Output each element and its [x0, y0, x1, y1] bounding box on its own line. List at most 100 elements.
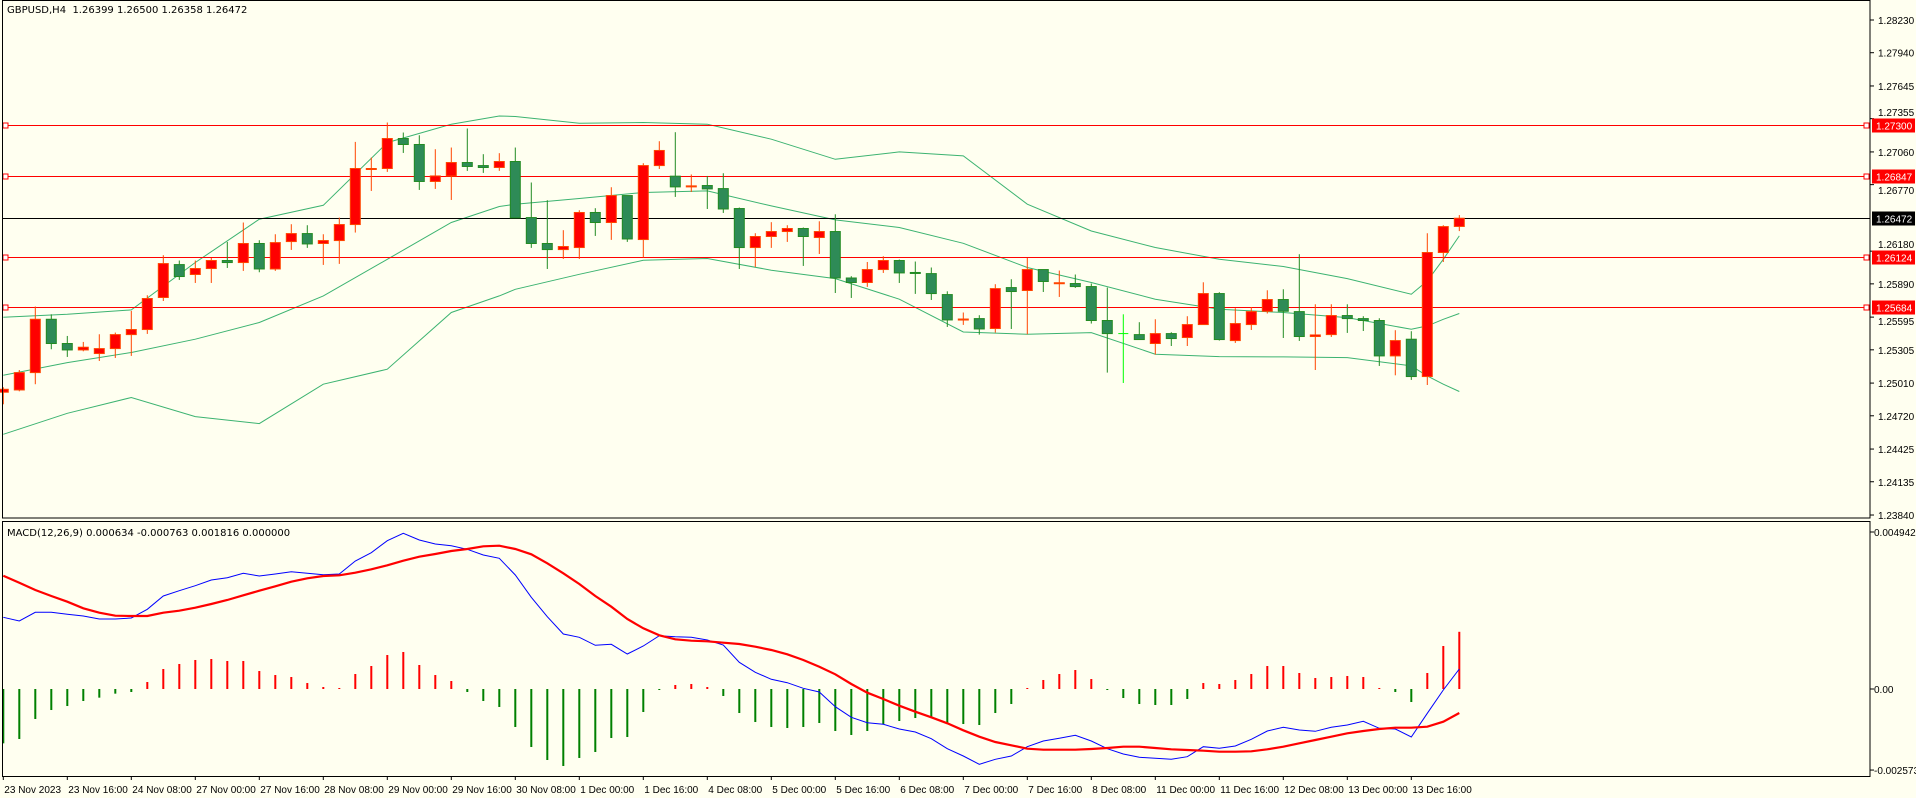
time-tick-label: 5 Dec 00:00: [772, 785, 826, 796]
macd-histogram-bar: [1362, 676, 1365, 689]
candle-body: [381, 138, 393, 170]
candle: [253, 240, 265, 273]
candle-body: [653, 149, 665, 167]
time-tick-label: 7 Dec 16:00: [1028, 785, 1082, 796]
candle: [205, 257, 217, 283]
macd-histogram-bar: [882, 689, 885, 724]
macd-histogram-bar: [546, 689, 549, 761]
candle: [1389, 330, 1401, 376]
macd-histogram-bar: [1314, 678, 1317, 689]
time-tick-label: 30 Nov 08:00: [516, 785, 576, 796]
level-anchor-left: [2, 254, 9, 261]
candle-body: [301, 233, 313, 245]
candle-body: [1165, 333, 1177, 340]
macd-histogram-bar: [114, 689, 117, 694]
candle-body: [957, 318, 969, 321]
chart-title: GBPUSD,H4 1.26399 1.26500 1.26358 1.2647…: [7, 5, 247, 16]
macd-histogram-bar: [674, 684, 677, 689]
candle: [1213, 292, 1225, 341]
candle: [797, 227, 809, 266]
macd-histogram-bar: [1122, 689, 1125, 699]
axes: 1.28230 1.27940 1.27645 1.27355 1.27060 1.267…: [2, 16, 1916, 796]
level-anchor-right: [1863, 122, 1870, 129]
candle: [909, 261, 921, 294]
macd-histogram-bar: [738, 689, 741, 714]
macd-histogram-bar: [162, 668, 165, 689]
candle: [397, 132, 409, 153]
level-anchor-right: [1863, 254, 1870, 261]
candle-body: [685, 185, 697, 188]
time-tick-label: 28 Nov 08:00: [324, 785, 384, 796]
candle: [541, 200, 553, 269]
macd-histogram-bar: [850, 689, 853, 735]
macd-histogram-bar: [978, 689, 981, 726]
candle: [669, 132, 681, 197]
macd-histogram-bar: [1458, 631, 1461, 689]
candle-body: [877, 260, 889, 271]
macd-histogram-bar: [1426, 672, 1429, 689]
macd-histogram-bar: [418, 664, 421, 689]
macd-histogram-bar: [786, 689, 789, 728]
candle: [77, 341, 89, 352]
macd-histogram-bar: [722, 689, 725, 696]
price-tick-label: 1.23840: [1878, 511, 1915, 522]
macd-histogram-bar: [1154, 689, 1157, 706]
candle-body: [109, 334, 121, 350]
macd-histogram-bar: [306, 683, 309, 689]
macd-histogram-bar: [946, 689, 949, 724]
horizontal-levels: [2, 122, 1870, 311]
candle: [1021, 257, 1033, 335]
macd-histogram-bar: [370, 666, 373, 689]
candle: [61, 335, 73, 357]
macd-panel: [2, 532, 1461, 766]
candles: [0, 122, 1465, 405]
time-tick-label: 12 Dec 08:00: [1284, 785, 1344, 796]
macd-histogram-bar: [818, 689, 821, 723]
macd-histogram-bar: [146, 682, 149, 689]
candle-body: [1101, 320, 1113, 335]
time-tick-label: 1 Dec 00:00: [580, 785, 634, 796]
price-tick-label: 1.27060: [1878, 148, 1915, 159]
candle-body: [925, 273, 937, 295]
candle-body: [1309, 334, 1321, 338]
macd-histogram-bar: [834, 689, 837, 731]
candle: [1118, 314, 1129, 383]
macd-histogram-bar: [514, 689, 517, 727]
candle: [989, 284, 1001, 333]
macd-tick-label: -0.002573: [1874, 766, 1916, 777]
macd-histogram-bar: [530, 689, 533, 747]
candle: [477, 154, 489, 173]
candle: [861, 261, 873, 287]
time-tick-label: 13 Dec 00:00: [1348, 785, 1408, 796]
candle: [845, 276, 857, 298]
macd-histogram-bar: [130, 689, 133, 692]
candle: [1165, 332, 1177, 346]
candle: [45, 314, 57, 350]
candle: [221, 241, 233, 268]
candle-body: [189, 268, 201, 275]
candle-body: [1357, 318, 1369, 322]
candle: [765, 222, 777, 248]
candle-body: [429, 175, 441, 182]
candle-body: [29, 318, 41, 374]
candle-body: [1133, 334, 1145, 341]
price-tick-label: 1.25010: [1878, 379, 1915, 390]
bid-price-label: 1.26472: [1876, 215, 1913, 226]
candle: [269, 234, 281, 271]
macd-histogram-bar: [690, 683, 693, 689]
macd-histogram-bar: [930, 689, 933, 719]
level-price-tag: [1872, 250, 1915, 265]
macd-histogram-bar: [1442, 646, 1445, 689]
macd-histogram-bar: [226, 660, 229, 689]
macd-histogram-bar: [1186, 689, 1189, 699]
candle: [701, 175, 713, 209]
candle: [717, 173, 729, 213]
macd-histogram-bar: [322, 687, 325, 689]
candle: [1277, 289, 1289, 338]
price-tick-label: 1.27940: [1878, 49, 1915, 60]
time-tick-label: 8 Dec 08:00: [1092, 785, 1146, 796]
time-tick-label: 1 Dec 16:00: [644, 785, 698, 796]
macd-histogram-bar: [594, 689, 597, 752]
candle: [301, 225, 313, 248]
